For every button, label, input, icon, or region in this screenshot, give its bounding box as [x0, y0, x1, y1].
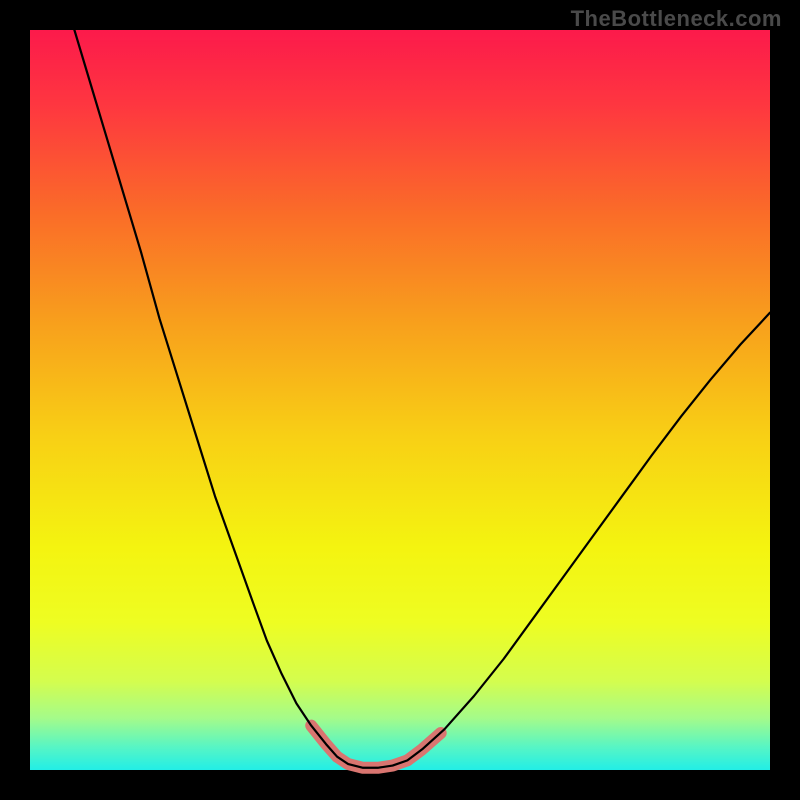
watermark-text: TheBottleneck.com: [571, 6, 782, 32]
bottleneck-curve: [74, 30, 770, 768]
curve-layer: [30, 30, 770, 770]
highlight-segment-1: [337, 757, 407, 768]
plot-area: [30, 30, 770, 770]
chart-frame: TheBottleneck.com: [0, 0, 800, 800]
